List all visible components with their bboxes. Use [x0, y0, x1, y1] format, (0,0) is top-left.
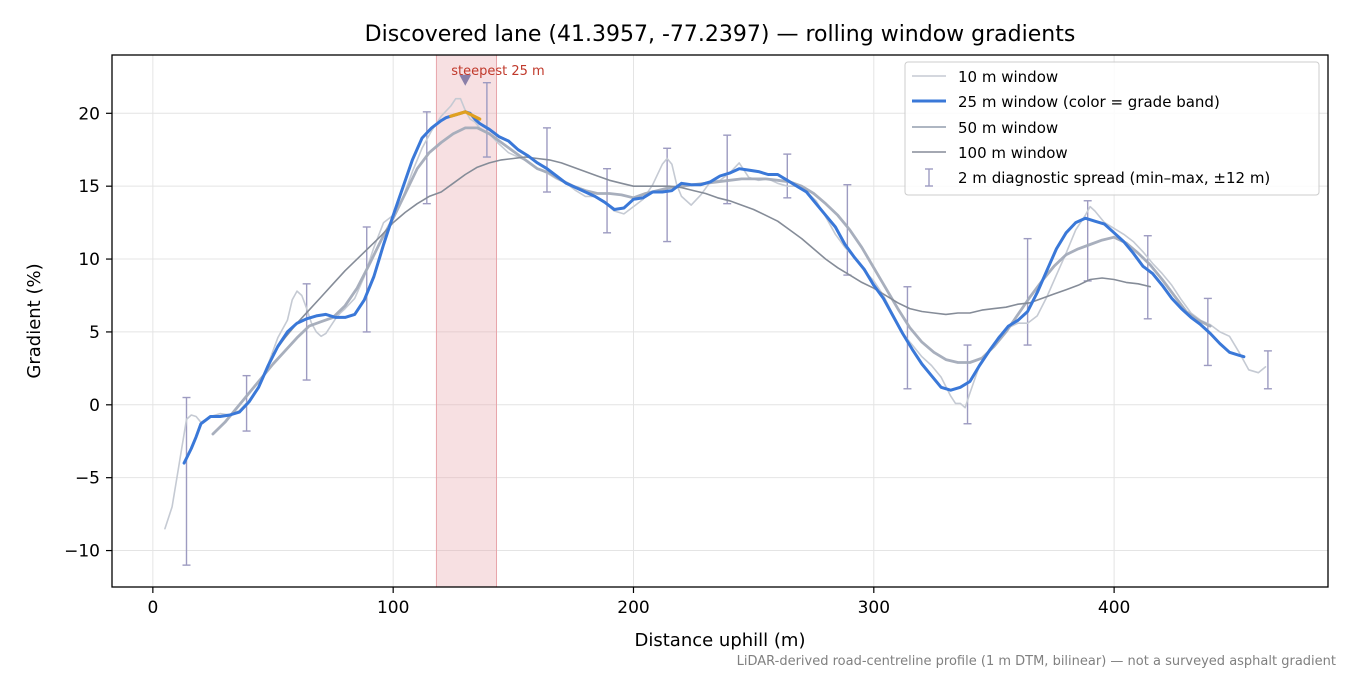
errorbar	[302, 283, 311, 381]
legend-label-100m: 100 m window	[958, 144, 1068, 162]
legend-label-errorbar: 2 m diagnostic spread (min–max, ±12 m)	[958, 169, 1270, 187]
errorbar-layer	[182, 81, 1272, 566]
x-tick-label: 0	[147, 598, 158, 618]
errorbar	[663, 147, 672, 243]
errorbar	[903, 286, 912, 390]
series-100m-line	[272, 156, 1151, 355]
series-layer	[164, 97, 1267, 530]
errorbar	[1023, 237, 1032, 346]
errorbar	[482, 81, 491, 158]
legend: 10 m window 25 m window (color = grade b…	[904, 61, 1320, 196]
y-tick-label: −5	[75, 469, 100, 489]
steepest-segment	[449, 110, 482, 121]
y-tick-label: 0	[89, 396, 100, 416]
tick-layer: 0 100 200 300 400 −10 −5 0 5 10 15 20	[64, 104, 1130, 618]
x-tick-label: 400	[1098, 598, 1130, 618]
errorbar	[1083, 200, 1092, 282]
footnote: LiDAR-derived road-centreline profile (1…	[737, 654, 1336, 669]
series-25m-line	[182, 110, 1246, 465]
y-axis-label: Gradient (%)	[24, 263, 45, 378]
legend-label-25m: 25 m window (color = grade band)	[958, 93, 1220, 111]
x-tick-label: 300	[858, 598, 890, 618]
errorbar	[182, 396, 191, 566]
grid	[112, 55, 1328, 587]
plot-frame	[111, 54, 1329, 588]
legend-swatch-errorbar	[925, 168, 933, 187]
steepest-marker	[459, 74, 472, 86]
x-axis-label: Distance uphill (m)	[635, 630, 806, 651]
errorbar	[1143, 235, 1152, 320]
legend-box	[904, 61, 1320, 196]
y-tick-label: 20	[78, 104, 100, 124]
y-tick-label: 10	[78, 250, 100, 270]
chart-title: Discovered lane (41.3957, -77.2397) — ro…	[365, 22, 1076, 47]
errorbar	[1263, 350, 1272, 390]
legend-label-50m: 50 m window	[958, 119, 1058, 137]
marker-layer	[459, 74, 472, 86]
y-tick-label: 15	[78, 177, 100, 197]
legend-label-10m: 10 m window	[958, 68, 1058, 86]
errorbar	[723, 134, 732, 205]
y-tick-label: 5	[89, 323, 100, 343]
errorbar	[783, 153, 792, 199]
x-tick-label: 200	[617, 598, 649, 618]
y-tick-label: −10	[64, 542, 100, 562]
x-tick-label: 100	[377, 598, 409, 618]
errorbar	[362, 226, 371, 333]
steepest-annotation: steepest 25 m	[451, 64, 544, 79]
